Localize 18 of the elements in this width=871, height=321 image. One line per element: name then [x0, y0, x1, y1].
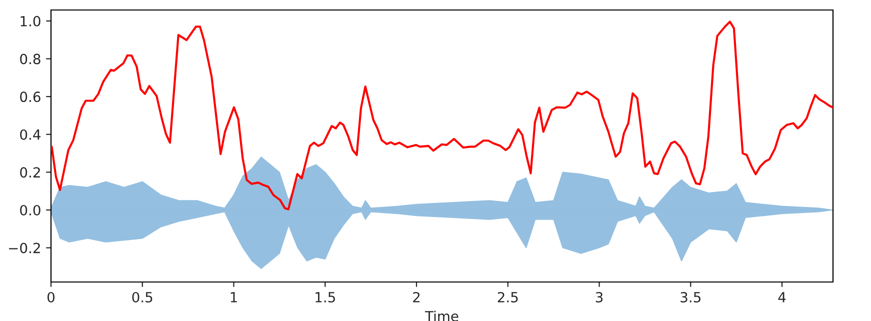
- y-tick-label: 0.2: [20, 167, 40, 178]
- x-tick-label: 1.5: [316, 292, 335, 302]
- x-tick-label: 2.5: [498, 292, 518, 302]
- x-tick-label: 4: [778, 292, 786, 302]
- x-axis-title: Time: [424, 310, 458, 321]
- y-tick-label: 0.8: [20, 54, 40, 64]
- x-tick-label: 0.5: [132, 292, 152, 302]
- x-tick-label: 0: [47, 292, 54, 302]
- x-tick-label: 3.5: [680, 292, 700, 302]
- y-tick-label: 0.4: [20, 129, 40, 140]
- x-tick-label: 2: [413, 292, 420, 302]
- x-tick-label: 1: [230, 292, 237, 302]
- x-tick-label: 3: [596, 292, 603, 302]
- y-tick-label: 1.0: [20, 16, 40, 26]
- line-series: [51, 20, 833, 210]
- y-tick-label: 0.0: [20, 204, 40, 216]
- y-tick-label: 0.6: [20, 92, 40, 102]
- y-tick-label: −0.2: [9, 242, 40, 254]
